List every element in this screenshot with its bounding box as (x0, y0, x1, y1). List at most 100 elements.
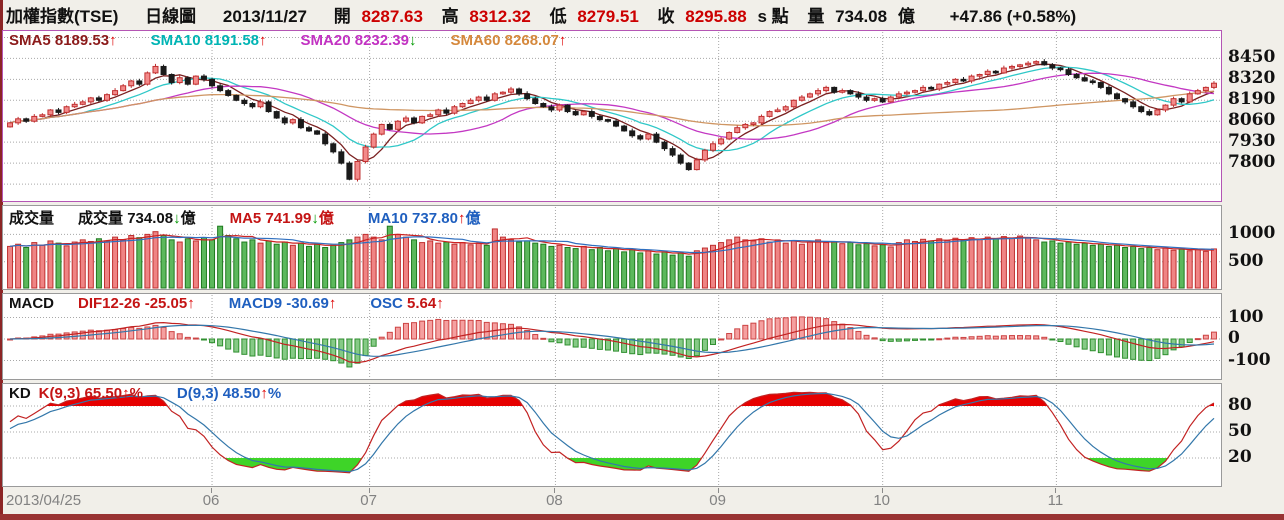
k-unit: % (129, 385, 143, 402)
sma10-value: 8191.58 (204, 32, 260, 49)
macd9-arrow-icon: ↑ (328, 295, 337, 312)
low-value: 8279.51 (577, 7, 639, 26)
macd9-label: MACD9 (228, 295, 283, 312)
price-pane: SMA5 8189.53↑ SMA10 8191.58↑ SMA20 8232.39… (2, 30, 1222, 202)
macd9-value: -30.69 (286, 295, 329, 312)
volume-series-label: 成交量 (78, 210, 124, 227)
kd-legend: KD K(9,3) 65.50↑% D(9,3) 48.50↑% (9, 385, 281, 402)
kd-chart (4, 385, 1220, 485)
k-value: 65.50 (84, 385, 123, 402)
vol-ma5-arrow-icon: ↓ (311, 210, 319, 227)
y-axis-tick-label: 80 (1228, 395, 1252, 415)
macd-pane-title: MACD (9, 295, 54, 312)
open-label: 開 (333, 7, 351, 26)
k-arrow-icon: ↑ (122, 385, 130, 402)
y-axis-tick-label: 50 (1228, 421, 1252, 441)
osc-value: 5.64 (407, 295, 437, 312)
high-value: 8312.32 (469, 7, 531, 26)
sma10-label: SMA10 (150, 32, 201, 49)
dif-label: DIF12-26 (78, 295, 141, 312)
y-axis-tick-label: 8320 (1228, 68, 1276, 89)
x-axis-month-label: 10 (873, 492, 891, 509)
sma10-arrow-icon: ↑ (259, 32, 267, 49)
y-axis-tick-label: 7800 (1228, 152, 1276, 173)
kd-pane-title: KD (9, 385, 31, 402)
x-axis-month-label: 09 (709, 492, 726, 509)
sma20-label: SMA20 (300, 32, 351, 49)
low-label: 低 (549, 7, 567, 26)
x-axis-tick (717, 488, 719, 493)
osc-label: OSC (370, 295, 403, 312)
vol-ma10-label: MA10 (367, 210, 408, 227)
volume-arrow-icon: ↓ (173, 210, 181, 227)
high-label: 高 (441, 7, 459, 26)
volume-pane-title: 成交量 (9, 210, 55, 227)
x-axis-tick (368, 488, 370, 493)
open-value: 8287.63 (361, 7, 423, 26)
dif-arrow-icon: ↑ (187, 295, 195, 312)
vol-ma5-label: MA5 (229, 210, 262, 227)
macd-chart (4, 295, 1220, 378)
y-axis-tick-label: 8190 (1228, 89, 1276, 110)
d-value: 48.50 (222, 385, 261, 402)
kd-pane: KD K(9,3) 65.50↑% D(9,3) 48.50↑% (2, 383, 1222, 487)
x-axis-month-label: 07 (360, 492, 377, 509)
y-axis-tick-label: 8450 (1228, 47, 1276, 68)
k-label: K(9,3) (38, 385, 81, 402)
close-label: 收 (657, 7, 675, 26)
y-axis-tick-label: 1000 (1228, 223, 1276, 244)
x-axis-tick (211, 488, 213, 493)
sma5-label: SMA5 (9, 32, 51, 49)
y-axis-tick-label: 100 (1228, 306, 1264, 327)
chart-type-label: 日線圖 (145, 7, 197, 26)
sma20-value: 8232.39 (354, 32, 409, 49)
volume-series-unit: 億 (180, 210, 196, 227)
y-axis-tick-label: 7930 (1228, 131, 1276, 152)
d-label: D(9,3) (176, 385, 219, 402)
y-axis-tick-label: -100 (1228, 349, 1271, 370)
d-arrow-icon: ↑ (260, 385, 268, 402)
vol-ma10-arrow-icon: ↑ (457, 210, 466, 227)
sma60-arrow-icon: ↑ (558, 32, 567, 49)
points-label: s 點 (757, 7, 789, 26)
x-axis-month-label: 08 (546, 492, 563, 509)
change-value: +47.86 (+0.58%) (949, 7, 1077, 26)
window-left-edge (0, 0, 3, 520)
y-axis-tick-label: 8060 (1228, 110, 1276, 131)
y-axis-tick-label: 20 (1228, 447, 1252, 467)
x-axis-month-label: 06 (202, 492, 220, 509)
vol-ma5-value: 741.99 (265, 210, 312, 227)
y-axis-tick-label: 500 (1228, 250, 1264, 271)
sma60-label: SMA60 (450, 32, 501, 49)
vol-ma10-value: 737.80 (412, 210, 458, 227)
macd-legend: MACD DIF12-26 -25.05↑ MACD9 -30.69↑ OSC 5.6… (9, 295, 444, 312)
x-axis: 2013/04/25 06 07 08 09 10 11 (0, 488, 1284, 514)
price-legend: SMA5 8189.53↑ SMA10 8191.58↑ SMA20 8232.39… (9, 32, 566, 49)
sma60-value: 8268.07 (504, 32, 559, 49)
candlestick-chart (4, 32, 1220, 200)
x-axis-tick (881, 488, 883, 493)
quote-header: 加權指數(TSE) 日線圖 2013/11/27 開 8287.63 高 831… (6, 2, 1280, 28)
x-axis-month-label: 11 (1047, 492, 1064, 509)
volume-series-value: 734.08 (127, 210, 174, 227)
macd-pane: MACD DIF12-26 -25.05↑ MACD9 -30.69↑ OSC 5.6… (2, 293, 1222, 380)
y-axis-tick-label: 0 (1228, 328, 1240, 348)
sma20-arrow-icon: ↓ (408, 32, 417, 49)
volume-value: 734.08 (835, 7, 888, 26)
close-value: 8295.88 (685, 7, 747, 26)
dif-value: -25.05 (144, 295, 188, 312)
volume-pane: 成交量 成交量 734.08↓億 MA5 741.99↓億 MA10 737.80↑億 (2, 205, 1222, 290)
volume-unit: 億 (897, 7, 915, 26)
volume-legend: 成交量 成交量 734.08↓億 MA5 741.99↓億 MA10 737.80↑億 (9, 207, 480, 228)
window-bottom-edge (0, 514, 1284, 520)
quote-date: 2013/11/27 (222, 7, 308, 26)
sma5-arrow-icon: ↑ (109, 32, 117, 49)
volume-label: 量 (807, 7, 825, 26)
volume-chart (4, 207, 1220, 289)
d-unit: % (267, 385, 282, 402)
vol-ma10-unit: 億 (465, 210, 481, 227)
osc-arrow-icon: ↑ (436, 295, 444, 312)
sma5-value: 8189.53 (54, 32, 110, 49)
x-axis-tick (554, 488, 556, 493)
